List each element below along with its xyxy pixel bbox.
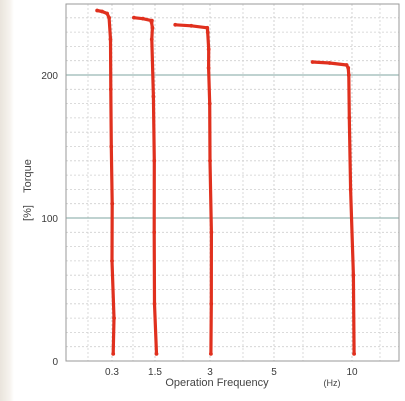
series-point (107, 15, 111, 20)
plot-frame (65, 3, 400, 362)
series-point (132, 15, 136, 20)
series-layer (95, 8, 356, 356)
y-axis-title: [%] Torque (22, 159, 34, 221)
series-point (346, 65, 351, 70)
series-point (327, 61, 332, 65)
series-point (352, 351, 356, 356)
x-tick-labels: 0.3 1.5 3 5 10 (105, 367, 358, 378)
y-tick-labels: 0 100 200 (41, 71, 58, 368)
x-tick-label: 3 (207, 367, 213, 378)
series-point (206, 65, 211, 70)
x-tick-label: 0.3 (105, 367, 119, 378)
y-tick-label: 200 (41, 71, 58, 82)
series-point (108, 87, 113, 92)
series-point (205, 25, 210, 30)
series-point (207, 101, 212, 106)
series-point (154, 351, 159, 356)
series-point (149, 37, 154, 42)
series-point (344, 63, 349, 67)
series-point (347, 116, 352, 120)
series-point (346, 73, 351, 77)
series-point (173, 22, 178, 27)
series-point (189, 23, 194, 28)
series-point (208, 158, 212, 163)
series-point (152, 158, 157, 163)
series-point (152, 230, 157, 235)
series-point (205, 30, 210, 34)
series-point (348, 187, 353, 192)
x-axis-unit: (Hz) (324, 378, 341, 388)
series-point (152, 301, 157, 306)
minor-grid (66, 4, 399, 361)
series-point (209, 301, 214, 306)
series-point (150, 25, 155, 30)
y-axis-unit: [%] (22, 205, 34, 221)
series-point (109, 144, 114, 149)
series-point (110, 201, 115, 206)
series-point (112, 316, 116, 320)
x-tick-label: 5 (271, 367, 277, 378)
y-tick-label: 100 (41, 214, 58, 225)
series-point (150, 18, 154, 23)
series-point (111, 351, 116, 356)
series-point (100, 9, 105, 14)
x-tick-label: 10 (346, 367, 358, 378)
series-point (351, 273, 356, 278)
y-tick-label: 0 (52, 357, 58, 368)
series-point (141, 16, 145, 21)
series-point (95, 8, 100, 13)
page-edge-shadow (0, 0, 14, 401)
x-tick-label: 1.5 (148, 367, 162, 378)
x-axis-label: Operation Frequency (165, 377, 269, 389)
series-point (110, 259, 114, 263)
series-point (209, 351, 213, 356)
series-point (108, 37, 113, 42)
series-point (105, 11, 110, 16)
series-point (310, 60, 315, 64)
series-point (209, 230, 214, 235)
y-axis-label: Torque (22, 159, 34, 193)
series-point (206, 47, 211, 52)
series-point (151, 94, 156, 99)
